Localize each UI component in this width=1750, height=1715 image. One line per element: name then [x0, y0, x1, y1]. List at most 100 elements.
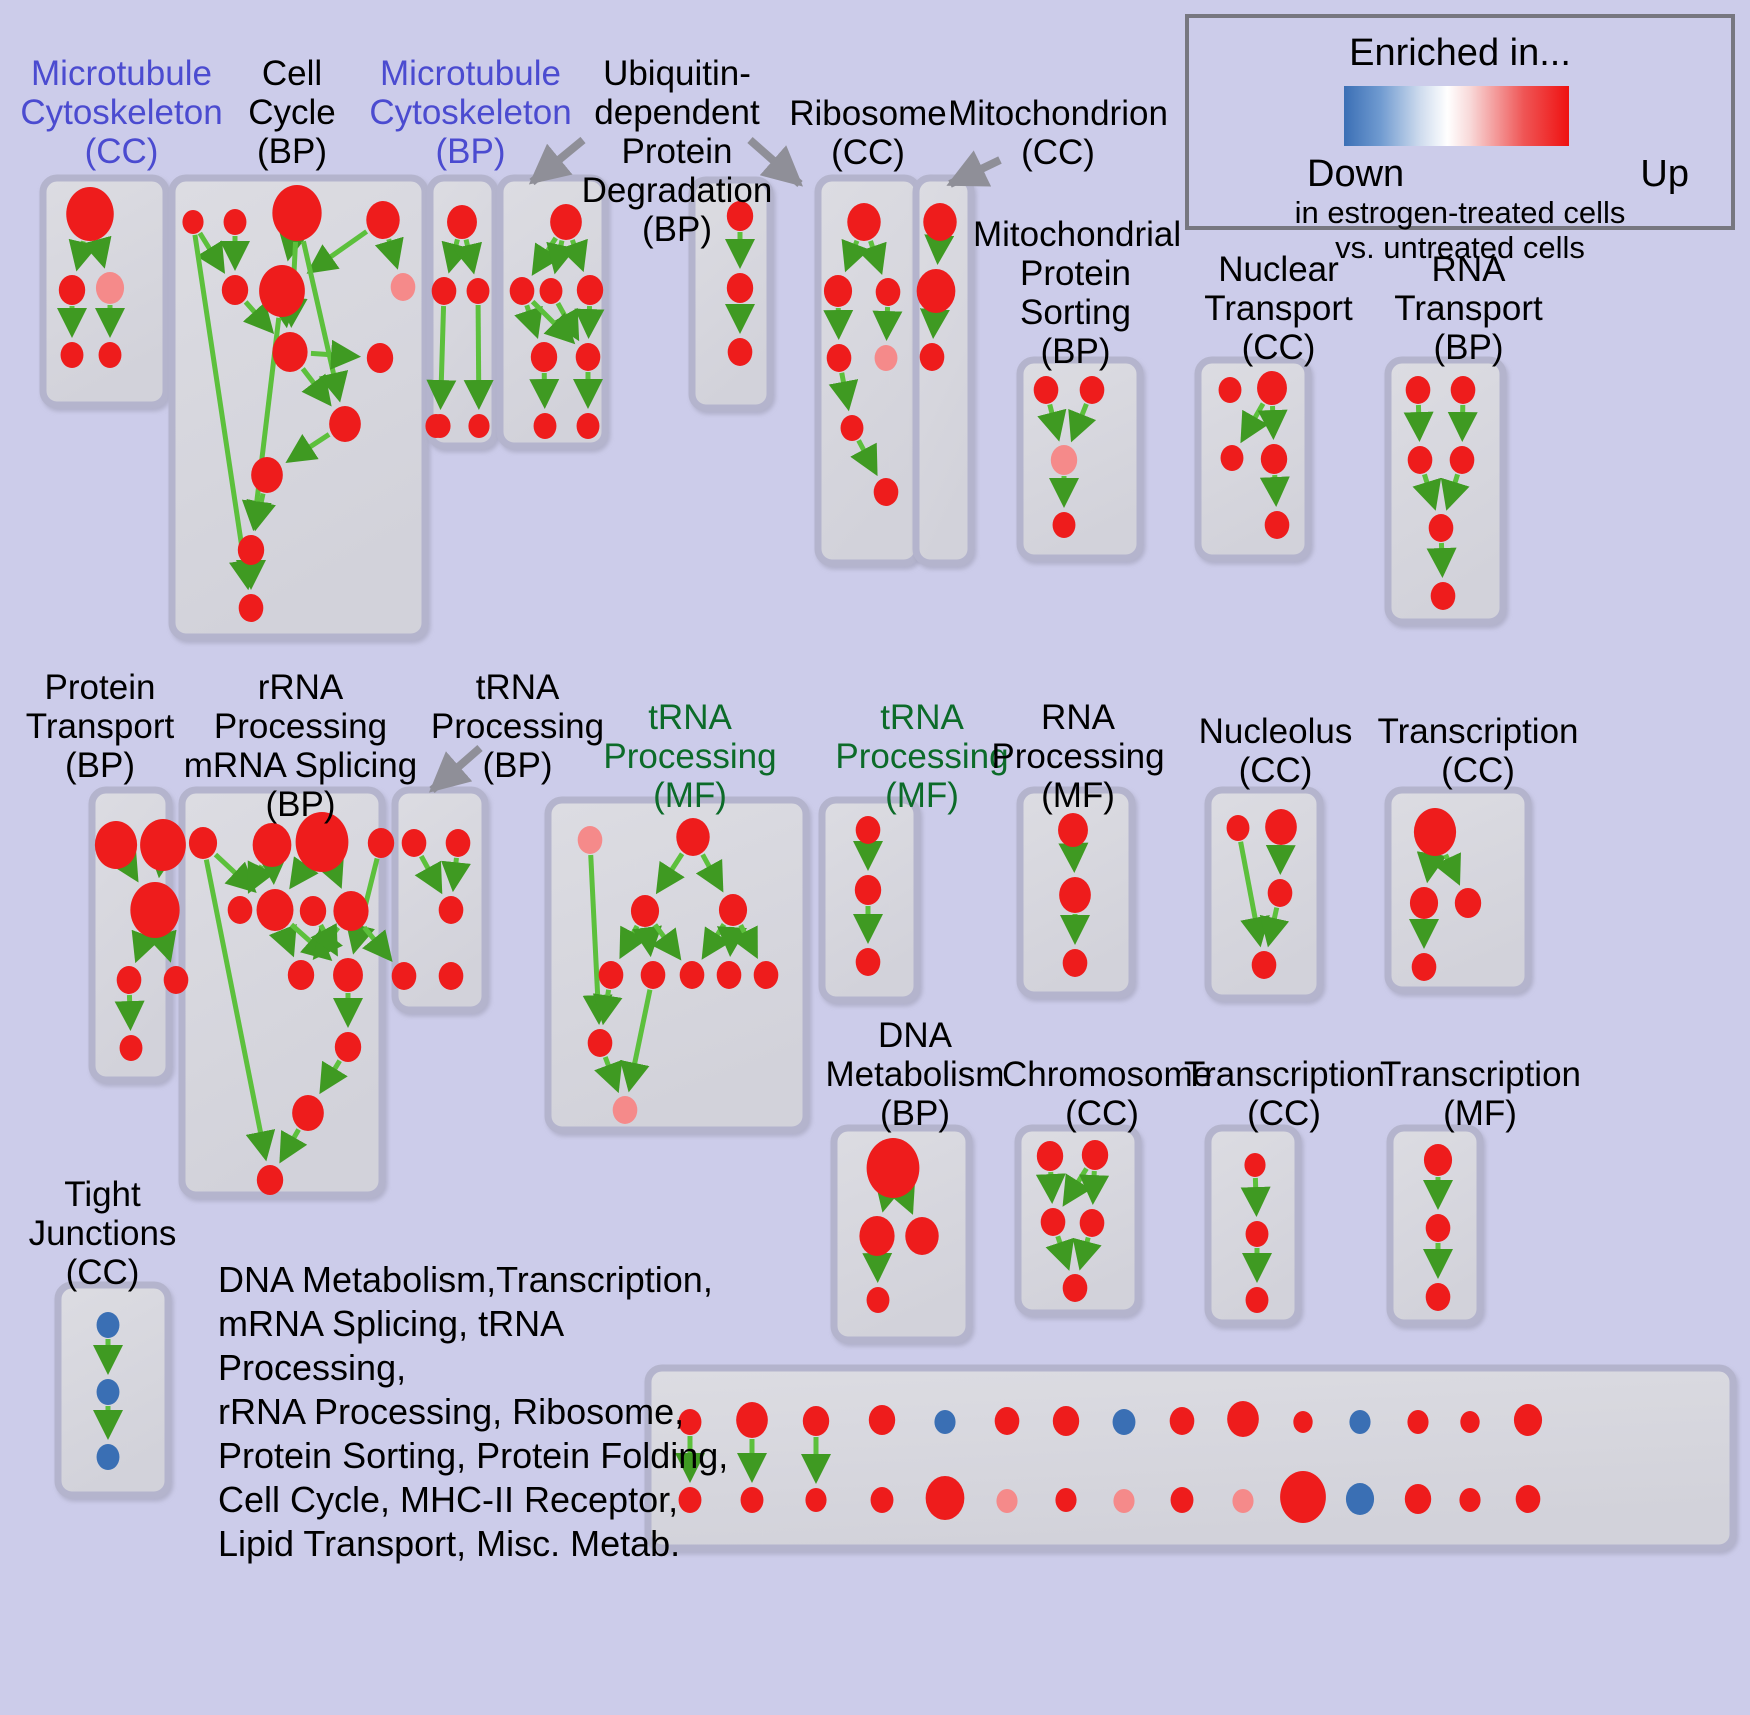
network-node[interactable] — [587, 1029, 613, 1057]
network-node[interactable] — [390, 273, 416, 301]
network-node[interactable] — [740, 1487, 764, 1513]
network-node[interactable] — [1345, 1483, 1375, 1515]
network-node[interactable] — [1113, 1489, 1135, 1513]
network-node[interactable] — [826, 344, 852, 372]
network-node[interactable] — [98, 342, 122, 368]
network-node[interactable] — [727, 338, 753, 366]
network-node[interactable] — [334, 1032, 362, 1062]
network-node[interactable] — [438, 962, 464, 990]
network-node[interactable] — [252, 823, 292, 867]
network-node[interactable] — [1227, 1401, 1259, 1437]
network-node[interactable] — [367, 828, 395, 858]
network-node[interactable] — [875, 278, 901, 306]
network-node[interactable] — [429, 414, 451, 438]
network-node[interactable] — [575, 343, 601, 371]
network-node[interactable] — [855, 948, 881, 976]
network-node[interactable] — [259, 265, 305, 317]
network-node[interactable] — [1040, 1208, 1066, 1236]
network-node[interactable] — [1425, 1214, 1451, 1242]
network-node[interactable] — [676, 818, 710, 856]
network-node[interactable] — [333, 891, 369, 931]
network-node[interactable] — [1425, 1283, 1451, 1311]
network-node[interactable] — [366, 201, 400, 239]
network-node[interactable] — [1062, 1274, 1088, 1302]
network-node[interactable] — [1260, 444, 1288, 474]
network-node[interactable] — [1404, 1484, 1432, 1514]
network-node[interactable] — [509, 277, 535, 305]
network-node[interactable] — [1033, 376, 1059, 404]
network-node[interactable] — [1459, 1488, 1481, 1512]
network-node[interactable] — [925, 1476, 965, 1520]
network-node[interactable] — [994, 1407, 1020, 1435]
network-node[interactable] — [1293, 1411, 1313, 1433]
network-node[interactable] — [1428, 514, 1454, 542]
network-node[interactable] — [1170, 1487, 1194, 1513]
network-node[interactable] — [1245, 1221, 1269, 1247]
network-node[interactable] — [329, 406, 361, 442]
network-node[interactable] — [598, 961, 624, 989]
network-node[interactable] — [539, 278, 563, 304]
network-node[interactable] — [753, 961, 779, 989]
network-node[interactable] — [1513, 1404, 1543, 1436]
network-node[interactable] — [95, 272, 125, 304]
network-node[interactable] — [96, 1312, 120, 1338]
network-node[interactable] — [866, 1287, 890, 1313]
network-node[interactable] — [1245, 1287, 1269, 1313]
network-node[interactable] — [466, 278, 490, 304]
network-node[interactable] — [1257, 371, 1287, 405]
network-node[interactable] — [1036, 1141, 1064, 1171]
network-node[interactable] — [1050, 445, 1078, 475]
network-node[interactable] — [679, 961, 705, 989]
network-node[interactable] — [1265, 809, 1297, 845]
network-node[interactable] — [1052, 512, 1076, 538]
network-node[interactable] — [447, 205, 477, 239]
network-node[interactable] — [576, 275, 604, 305]
network-node[interactable] — [1251, 951, 1277, 979]
network-node[interactable] — [299, 896, 327, 926]
network-node[interactable] — [1430, 582, 1456, 610]
network-node[interactable] — [1407, 1410, 1429, 1434]
network-node[interactable] — [576, 413, 600, 439]
network-node[interactable] — [401, 829, 427, 857]
network-node[interactable] — [874, 345, 898, 371]
network-node[interactable] — [859, 1216, 895, 1256]
network-node[interactable] — [116, 966, 142, 994]
network-node[interactable] — [1169, 1407, 1195, 1435]
network-node[interactable] — [905, 1217, 939, 1255]
network-node[interactable] — [1407, 446, 1433, 474]
network-node[interactable] — [802, 1406, 830, 1436]
network-node[interactable] — [630, 895, 660, 927]
network-node[interactable] — [1267, 879, 1293, 907]
network-node[interactable] — [272, 332, 308, 372]
network-node[interactable] — [612, 1096, 638, 1124]
network-node[interactable] — [736, 1402, 768, 1438]
network-node[interactable] — [272, 185, 322, 241]
network-node[interactable] — [916, 269, 956, 313]
network-node[interactable] — [726, 201, 754, 231]
network-node[interactable] — [716, 961, 742, 989]
network-node[interactable] — [96, 1444, 120, 1470]
network-node[interactable] — [550, 204, 582, 240]
network-node[interactable] — [287, 960, 315, 990]
network-node[interactable] — [726, 273, 754, 303]
network-node[interactable] — [1264, 511, 1290, 539]
network-node[interactable] — [1244, 1153, 1266, 1177]
network-node[interactable] — [1220, 445, 1244, 471]
network-node[interactable] — [1232, 1489, 1254, 1513]
network-node[interactable] — [868, 1405, 896, 1435]
network-node[interactable] — [1079, 1209, 1105, 1237]
network-node[interactable] — [919, 343, 945, 371]
network-node[interactable] — [530, 342, 558, 372]
network-node[interactable] — [1055, 1488, 1077, 1512]
network-node[interactable] — [1449, 446, 1475, 474]
network-node[interactable] — [58, 275, 86, 305]
network-node[interactable] — [431, 277, 457, 305]
network-node[interactable] — [1218, 377, 1242, 403]
network-node[interactable] — [223, 209, 247, 235]
network-node[interactable] — [923, 203, 957, 241]
network-node[interactable] — [256, 1165, 284, 1195]
network-node[interactable] — [718, 894, 748, 926]
network-node[interactable] — [823, 275, 853, 307]
network-node[interactable] — [188, 827, 218, 859]
network-node[interactable] — [870, 1487, 894, 1513]
